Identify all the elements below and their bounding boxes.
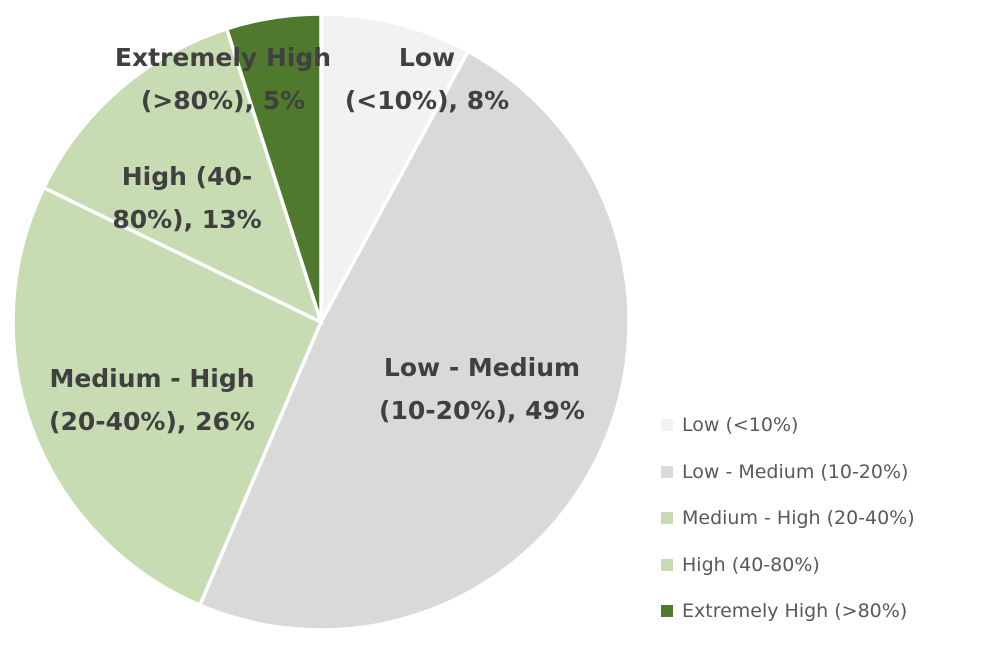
legend-marker [661,605,673,617]
legend-label: Medium - High (20-40%) [682,507,915,529]
pie-slice-extremely-high-80 [224,12,323,323]
legend-item-low-medium: Low - Medium (10-20%) [661,460,915,484]
pie-slice-high-40-80 [41,26,324,326]
legend-item-extremely-high: Extremely High (>80%) [661,599,915,623]
pie-slice-medium-high-20-40 [11,185,324,608]
legend-label: High (40-80%) [682,553,820,576]
pie-slice-low-medium-10-20 [197,48,631,632]
legend-marker [661,419,673,431]
legend-item-high: High (40-80%) [661,553,915,577]
legend-marker [661,558,673,571]
pie-slice-low-10 [319,12,471,323]
legend-label: Low - Medium (10-20%) [682,460,909,483]
legend-marker [661,465,673,478]
chart-legend: Low (<10%) Low - Medium (10-20%) Medium … [661,413,915,646]
legend-item-low: Low (<10%) [661,413,915,437]
legend-label: Low (<10%) [682,414,799,436]
legend-item-medium-high: Medium - High (20-40%) [661,506,915,530]
legend-label: Extremely High (>80%) [682,600,908,622]
legend-marker [661,512,673,524]
